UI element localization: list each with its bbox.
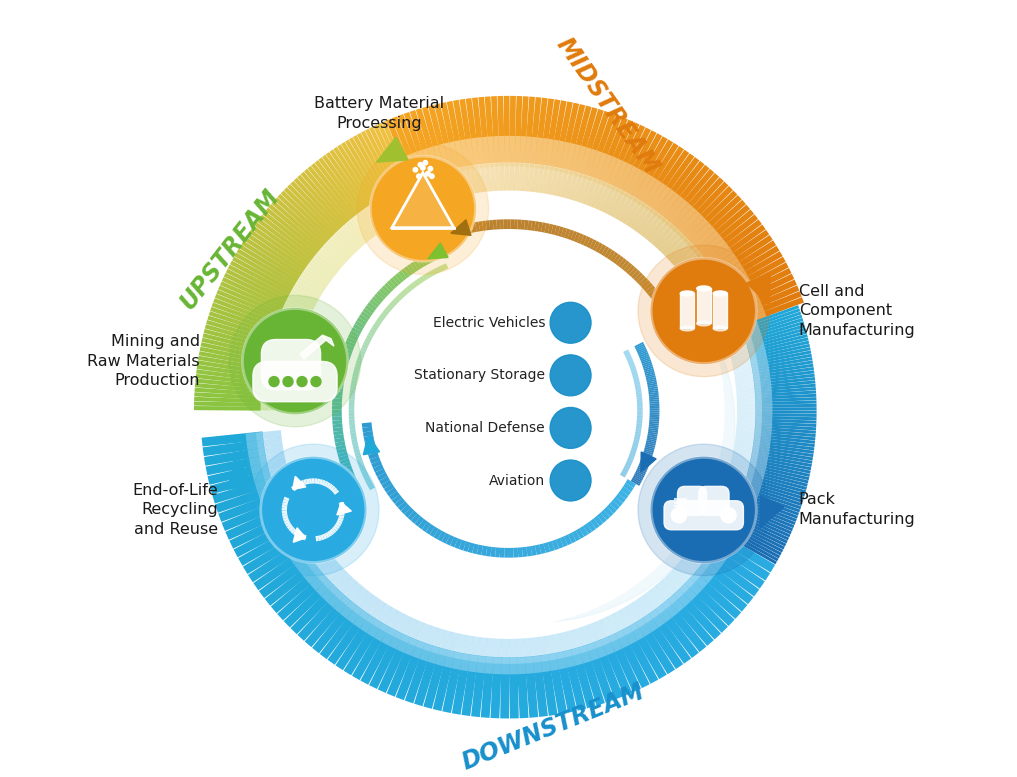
Ellipse shape — [680, 326, 695, 331]
Ellipse shape — [697, 286, 711, 291]
Ellipse shape — [713, 326, 727, 331]
Text: Electric Vehicles: Electric Vehicles — [432, 315, 545, 329]
Text: Mining and
Raw Materials
Production: Mining and Raw Materials Production — [87, 334, 200, 388]
Circle shape — [229, 295, 361, 427]
Polygon shape — [322, 335, 334, 346]
Circle shape — [311, 377, 321, 387]
Circle shape — [550, 302, 591, 343]
Circle shape — [247, 444, 379, 576]
Polygon shape — [641, 452, 656, 472]
FancyBboxPatch shape — [677, 486, 707, 515]
Text: National Defense: National Defense — [425, 421, 545, 435]
Circle shape — [377, 264, 699, 586]
Text: UPSTREAM: UPSTREAM — [176, 185, 285, 315]
Circle shape — [297, 377, 307, 387]
Polygon shape — [376, 138, 408, 162]
Circle shape — [370, 156, 476, 261]
Circle shape — [550, 460, 591, 501]
Polygon shape — [337, 503, 351, 515]
Ellipse shape — [697, 321, 711, 326]
Text: Pack
Manufacturing: Pack Manufacturing — [798, 493, 915, 528]
Circle shape — [260, 458, 366, 563]
Text: End-of-Life
Recycling
and Reuse: End-of-Life Recycling and Reuse — [132, 483, 219, 537]
Polygon shape — [363, 435, 379, 455]
Circle shape — [550, 355, 591, 395]
Circle shape — [413, 168, 418, 172]
Ellipse shape — [680, 291, 695, 296]
Polygon shape — [293, 476, 306, 490]
FancyBboxPatch shape — [664, 500, 743, 530]
Text: Cell and
Component
Manufacturing: Cell and Component Manufacturing — [798, 284, 915, 338]
Circle shape — [423, 161, 427, 165]
Circle shape — [638, 444, 770, 576]
Circle shape — [270, 377, 279, 387]
Text: MIDSTREAM: MIDSTREAM — [551, 33, 663, 179]
Circle shape — [550, 407, 591, 448]
Polygon shape — [760, 496, 784, 528]
Polygon shape — [228, 458, 253, 490]
Polygon shape — [746, 274, 770, 305]
Text: Aviation: Aviation — [489, 473, 545, 487]
Polygon shape — [300, 335, 326, 359]
Circle shape — [721, 507, 736, 523]
FancyBboxPatch shape — [699, 486, 729, 515]
Circle shape — [651, 458, 757, 563]
Circle shape — [429, 174, 434, 179]
Polygon shape — [293, 528, 306, 542]
Polygon shape — [451, 220, 471, 235]
Circle shape — [651, 258, 757, 364]
Bar — [697, 288, 711, 323]
Ellipse shape — [713, 291, 727, 296]
Circle shape — [421, 166, 425, 170]
Text: Battery Material
Processing: Battery Material Processing — [314, 96, 444, 131]
Polygon shape — [392, 172, 454, 228]
FancyBboxPatch shape — [261, 340, 320, 390]
Circle shape — [428, 166, 432, 171]
Circle shape — [341, 228, 735, 622]
Bar — [680, 294, 695, 329]
Polygon shape — [428, 243, 448, 259]
Circle shape — [357, 143, 488, 274]
Text: Stationary Storage: Stationary Storage — [414, 368, 545, 382]
Circle shape — [426, 172, 430, 176]
Circle shape — [638, 246, 770, 377]
Circle shape — [242, 308, 348, 413]
Circle shape — [418, 162, 423, 167]
Text: DOWNSTREAM: DOWNSTREAM — [459, 680, 648, 775]
FancyBboxPatch shape — [253, 361, 337, 402]
Circle shape — [671, 507, 686, 523]
Circle shape — [417, 174, 421, 179]
Circle shape — [283, 377, 293, 387]
Circle shape — [293, 195, 724, 625]
Bar — [713, 294, 727, 329]
